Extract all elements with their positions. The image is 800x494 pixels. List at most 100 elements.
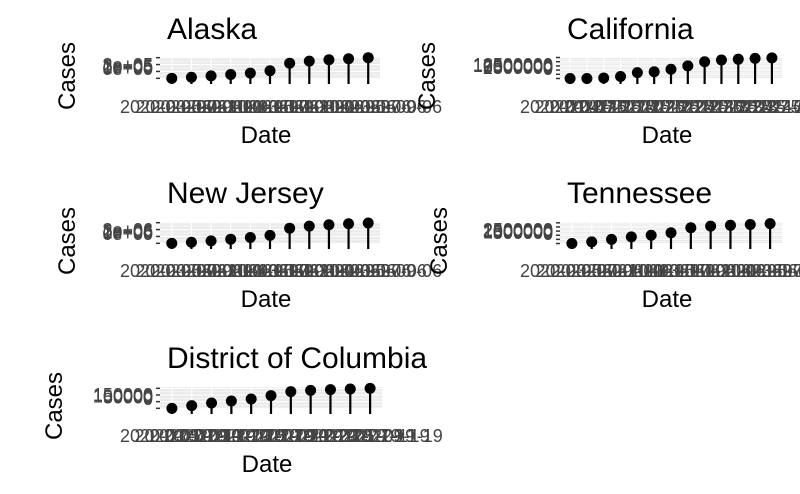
x-tick-label: 2020-03-06 [520,261,612,281]
data-point [185,236,197,248]
x-tick-label: 2021-11-06 [675,261,766,281]
x-tick-label: 2020-10-25 [564,97,656,117]
x-tick-label: 2022-09-06 [350,97,442,117]
x-tick-label: 2022-01-25 [636,97,728,117]
x-tick-label: 2021-09-06 [659,261,751,281]
data-point [586,236,598,248]
x-tick-labels: 2020-03-062020-05-062020-07-062020-09-06… [120,97,442,117]
y-tick-label: 150000 [93,385,153,405]
x-tick-label: 2020-11-19 [178,426,269,446]
y-axis-label: Cases [414,42,441,110]
x-tick-label: 2021-05-06 [227,97,319,117]
y-tick-label: 1e+06 [102,223,153,243]
x-tick-label: 2022-07-19 [323,426,415,446]
x-tick-label: 2021-01-06 [597,261,689,281]
x-tick-label: 2022-05-06 [319,97,411,117]
x-tick-labels: 2020-01-252020-04-252020-07-252020-10-25… [520,97,800,117]
data-point [764,218,776,230]
x-axis-label: Date [241,122,292,149]
chart-title: New Jersey [167,177,324,210]
x-tick-label: 2023-07-25 [723,97,800,117]
x-tick-label: 2021-07-06 [243,97,335,117]
data-point [265,390,277,402]
x-tick-label: 2020-09-06 [166,97,258,117]
data-point [606,233,618,245]
x-tick-label: 2020-11-06 [181,261,272,281]
data-point [225,233,237,245]
data-point [631,67,643,79]
x-tick-label: 2021-11-19 [265,426,356,446]
y-axis-label: Cases [54,207,81,275]
x-tick-label: 2022-03-06 [304,261,396,281]
x-tick-label: 2022-03-06 [706,261,798,281]
data-point [324,384,336,396]
x-tick-label: 2021-07-19 [236,426,328,446]
x-tick-label: 2021-04-25 [593,97,685,117]
x-tick-label: 2023-10-25 [738,97,800,117]
x-axis-label: Date [241,286,292,313]
data-point [244,231,256,243]
x-axis-label: Date [642,286,693,313]
y-tick-label: 3e+06 [102,220,153,240]
data-point [264,65,276,77]
y-tick-label: 2500000 [483,220,553,240]
data-point [343,53,355,65]
x-tick-label: 2021-11-06 [273,97,364,117]
data-point [362,52,374,64]
x-tick-label: 2021-09-19 [251,426,343,446]
data-point [205,70,217,82]
x-tick-label: 2022-07-06 [335,97,427,117]
data-point [303,55,315,67]
x-tick-label: 2020-05-06 [535,261,627,281]
chart-title: District of Columbia [167,342,427,375]
x-tick-label: 2020-11-06 [181,97,272,117]
data-point [284,57,296,69]
data-point [744,218,756,230]
data-point [225,69,237,81]
x-tick-label: 2021-11-06 [273,261,364,281]
y-tick-label: 0e+00 [102,59,153,79]
x-tick-label: 2022-03-19 [294,426,386,446]
x-tick-label: 2020-07-06 [151,261,243,281]
data-point [284,222,296,234]
data-point [185,71,197,83]
y-tick-label: 5000000 [483,57,553,77]
data-point [225,395,237,407]
data-point [564,72,576,84]
y-tick-label: 1000000 [483,222,553,242]
x-tick-label: 2021-01-25 [578,97,670,117]
x-tick-label: 2021-03-06 [212,261,304,281]
chart-title: California [567,13,694,46]
data-point [699,56,711,68]
x-tick-label: 2020-07-06 [151,97,243,117]
x-tick-labels: 2020-03-062020-05-062020-07-062020-09-06… [520,261,800,281]
x-tick-label: 2020-01-25 [520,97,612,117]
data-point [244,67,256,79]
x-tick-label: 2022-07-25 [665,97,757,117]
x-tick-label: 2020-03-06 [120,97,212,117]
data-point [732,53,744,65]
data-point [648,66,660,78]
data-point [166,402,178,414]
x-tick-label: 2023-04-25 [709,97,800,117]
y-tick-label: 0 [143,389,153,409]
x-tick-label: 2022-10-25 [680,97,772,117]
data-point [323,54,335,66]
data-point [205,235,217,247]
x-tick-label: 2021-01-06 [197,261,289,281]
chart-title: Tennessee [567,177,712,210]
x-tick-label: 2020-09-06 [566,261,658,281]
data-point [344,383,356,395]
y-tick-label: 0 [543,224,553,244]
data-point [625,231,637,243]
x-tick-label: 2022-05-19 [309,426,401,446]
data-point [245,393,257,405]
data-point [724,219,736,231]
data-point [323,219,335,231]
x-tick-label: 2021-03-06 [212,97,304,117]
